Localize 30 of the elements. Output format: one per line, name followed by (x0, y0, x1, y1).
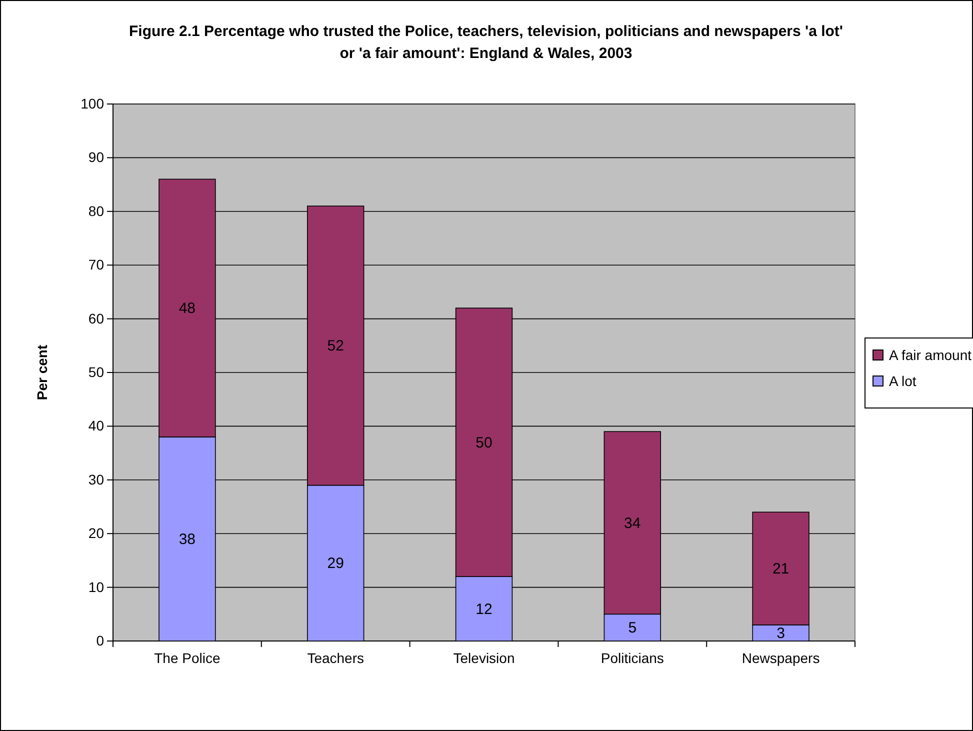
x-tick-label: Television (453, 650, 515, 666)
y-tick-label: 80 (88, 202, 104, 219)
data-label: 48 (178, 300, 196, 318)
y-tick-label: 100 (80, 95, 104, 112)
y-axis-title: Per cent (34, 344, 50, 400)
data-label: 3 (776, 624, 785, 642)
x-tick-label: Teachers (307, 650, 364, 666)
y-tick-label: 20 (88, 525, 104, 542)
y-tick-label: 50 (88, 364, 104, 380)
x-tick-label: Politicians (600, 650, 664, 666)
y-tick-label: 10 (88, 578, 104, 595)
legend-label: A fair amount (889, 347, 972, 363)
y-tick-label: 60 (88, 310, 104, 326)
data-label: 21 (772, 560, 790, 578)
data-label: 34 (624, 514, 641, 532)
y-tick-label: 40 (88, 418, 104, 434)
y-tick-label: 30 (88, 471, 104, 488)
data-label: 12 (476, 600, 492, 618)
data-label: 50 (476, 434, 492, 452)
y-tick-label: 70 (88, 256, 104, 273)
x-tick-label: Newspapers (742, 650, 820, 666)
chart-title: Figure 2.1 Percentage who trusted the Police, teachers, television, politicians and newspapers 'a lot' or 'a fair amount': England & Wales, 2003 (128, 23, 844, 62)
data-label: 5 (628, 620, 637, 637)
y-tick-label: 0 (96, 632, 104, 648)
data-label: 52 (327, 338, 344, 355)
x-tick-label: The Police (154, 650, 220, 666)
data-label: 29 (327, 555, 344, 572)
legend-label: A lot (889, 373, 916, 389)
y-tick-label: 90 (88, 149, 104, 166)
data-label: 38 (178, 530, 196, 548)
